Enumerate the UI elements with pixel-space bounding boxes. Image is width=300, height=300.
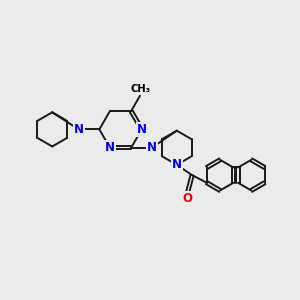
Text: CH₃: CH₃ — [130, 84, 150, 94]
Text: N: N — [147, 141, 157, 154]
Text: N: N — [105, 141, 115, 154]
Text: N: N — [74, 123, 84, 136]
Text: N: N — [137, 123, 147, 136]
Text: O: O — [183, 192, 193, 205]
Text: N: N — [172, 158, 182, 171]
